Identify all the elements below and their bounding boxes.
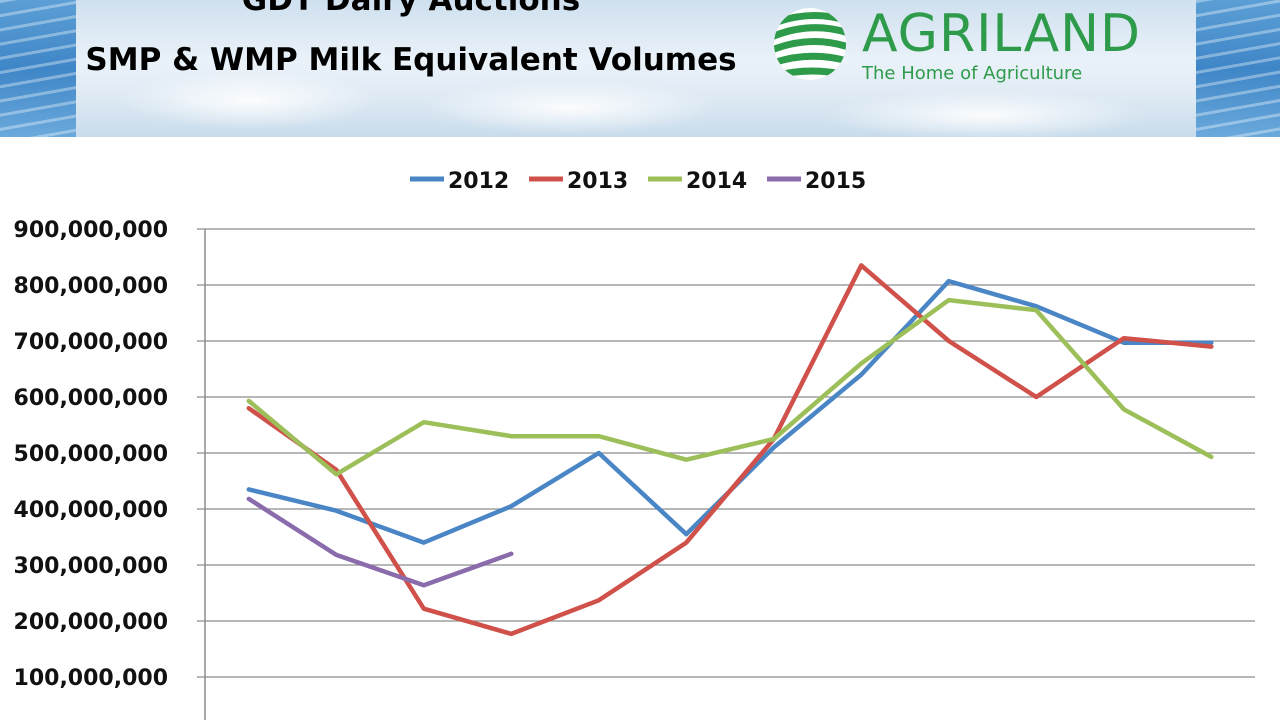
y-tick-label: 300,000,000 [14,554,168,579]
cloud-decoration [120,70,380,130]
water-image-left [0,0,76,137]
field-globe-icon [774,8,846,80]
y-tick-label: 800,000,000 [14,274,168,299]
chart-legend: 2012 2013 2014 2015 [410,169,866,194]
logo-wordmark: AGRILAND [862,4,1142,64]
y-tick-label: 900,000,000 [14,218,168,243]
series-line-2012 [246,278,1214,545]
chart-series [246,263,1214,637]
legend-label-2013: 2013 [567,169,628,194]
legend-label-2015: 2015 [805,169,866,194]
page-title: GDT Dairy Auctions [241,0,581,18]
y-tick-label: 100,000,000 [14,666,168,691]
y-tick-label: 400,000,000 [14,498,168,523]
y-axis: 100,000,000 200,000,000 300,000,000 400,000… [14,218,168,691]
cloud-decoration [820,90,1150,137]
water-image-right [1196,0,1280,137]
legend-label-2012: 2012 [448,169,509,194]
header-banner: GDT Dairy Auctions SMP & WMP Milk Equiva… [0,0,1280,137]
chart-gridlines [197,228,1255,720]
series-line-2014 [246,297,1214,477]
cloud-decoration [420,80,720,135]
y-tick-label: 500,000,000 [14,442,168,467]
series-line-2013 [246,263,1214,637]
line-chart: 2012 2013 2014 2015 100,000,000 200,000,000 3… [14,169,1255,720]
series-line-2015 [246,496,514,588]
legend-label-2014: 2014 [686,169,747,194]
logo-tagline: The Home of Agriculture [862,63,1083,84]
y-tick-label: 200,000,000 [14,610,168,635]
y-tick-label: 700,000,000 [14,330,168,355]
agriland-logo [774,8,846,80]
y-tick-label: 600,000,000 [14,386,168,411]
page-subtitle: SMP & WMP Milk Equivalent Volumes [85,42,737,78]
